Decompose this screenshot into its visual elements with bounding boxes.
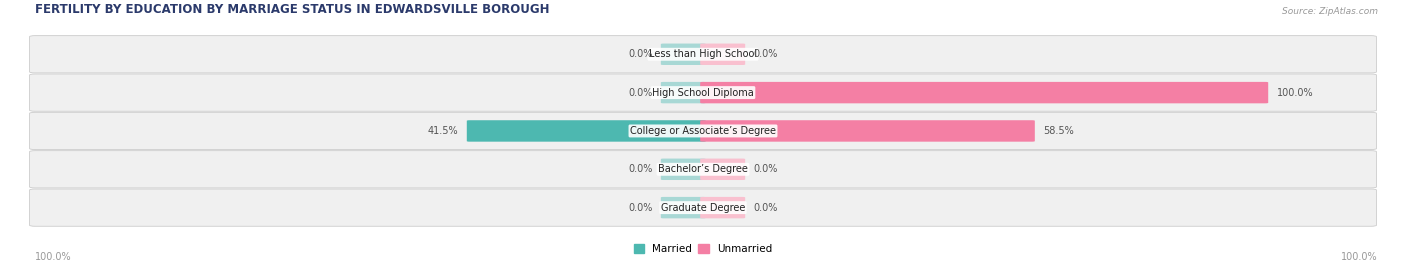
Text: 41.5%: 41.5% xyxy=(427,126,458,136)
FancyBboxPatch shape xyxy=(700,82,1268,103)
FancyBboxPatch shape xyxy=(661,43,706,65)
Text: Source: ZipAtlas.com: Source: ZipAtlas.com xyxy=(1282,7,1378,16)
FancyBboxPatch shape xyxy=(661,197,706,218)
FancyBboxPatch shape xyxy=(661,158,706,180)
Text: 0.0%: 0.0% xyxy=(754,164,778,174)
FancyBboxPatch shape xyxy=(700,120,1035,142)
Text: 58.5%: 58.5% xyxy=(1043,126,1074,136)
FancyBboxPatch shape xyxy=(30,151,1376,188)
Text: 100.0%: 100.0% xyxy=(35,251,72,262)
Text: Graduate Degree: Graduate Degree xyxy=(661,202,745,213)
Text: FERTILITY BY EDUCATION BY MARRIAGE STATUS IN EDWARDSVILLE BOROUGH: FERTILITY BY EDUCATION BY MARRIAGE STATU… xyxy=(35,3,550,16)
Text: 0.0%: 0.0% xyxy=(754,202,778,213)
Text: 0.0%: 0.0% xyxy=(628,87,652,98)
FancyBboxPatch shape xyxy=(30,189,1376,226)
FancyBboxPatch shape xyxy=(30,112,1376,150)
FancyBboxPatch shape xyxy=(661,82,706,103)
FancyBboxPatch shape xyxy=(700,197,745,218)
Text: High School Diploma: High School Diploma xyxy=(652,87,754,98)
Text: 0.0%: 0.0% xyxy=(628,49,652,59)
FancyBboxPatch shape xyxy=(30,74,1376,111)
Text: College or Associate’s Degree: College or Associate’s Degree xyxy=(630,126,776,136)
Text: 0.0%: 0.0% xyxy=(628,164,652,174)
FancyBboxPatch shape xyxy=(467,120,706,142)
Text: Less than High School: Less than High School xyxy=(650,49,756,59)
Text: Bachelor’s Degree: Bachelor’s Degree xyxy=(658,164,748,174)
Legend: Married, Unmarried: Married, Unmarried xyxy=(634,244,772,254)
FancyBboxPatch shape xyxy=(30,36,1376,73)
Text: 100.0%: 100.0% xyxy=(1341,251,1378,262)
Text: 0.0%: 0.0% xyxy=(628,202,652,213)
Text: 100.0%: 100.0% xyxy=(1277,87,1313,98)
Text: 0.0%: 0.0% xyxy=(754,49,778,59)
FancyBboxPatch shape xyxy=(700,158,745,180)
FancyBboxPatch shape xyxy=(700,43,745,65)
